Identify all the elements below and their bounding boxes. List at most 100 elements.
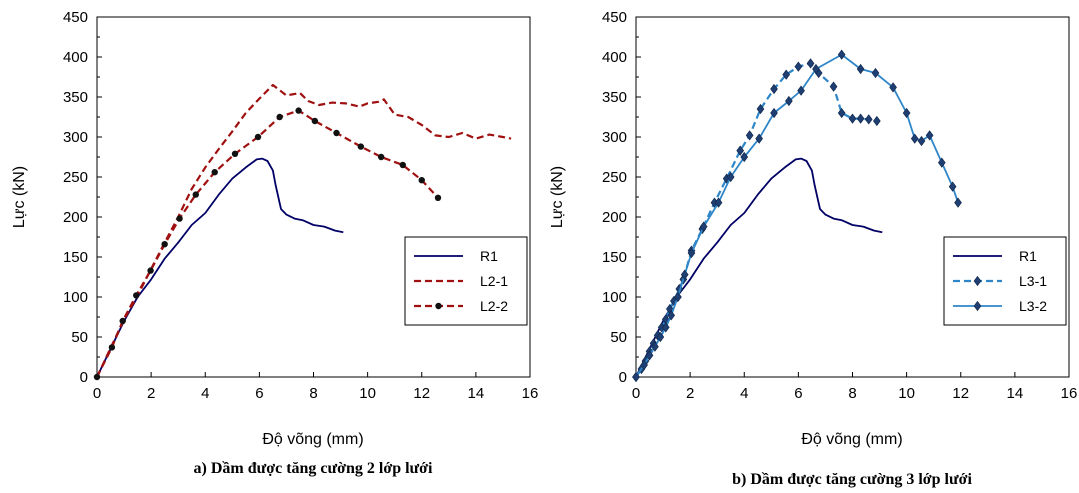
panel-b-point-l3-1 [745, 130, 754, 141]
panel-b-point-l3-2 [812, 63, 820, 75]
panel-a-point-l2-2 [295, 107, 302, 114]
panel-b-series-l3-2 [632, 49, 962, 383]
panel-b-point-l3-2 [770, 107, 778, 119]
panel-b-point-l3-2 [726, 171, 735, 183]
panel-a-point-l2-2 [357, 143, 365, 150]
panel-b-point-l3-2 [699, 221, 708, 232]
panel-b-series-r1 [635, 157, 883, 378]
panel-b-ytick-label: 300 [602, 129, 627, 146]
panel-a-xtick-label: 12 [413, 385, 430, 402]
panel-a-xtick-label: 0 [93, 385, 101, 402]
panel-b-point-l3-1 [837, 107, 846, 119]
panel-b-xtick-label: 0 [632, 385, 640, 402]
panel-b-point-l3-2 [656, 331, 665, 343]
panel-b-point-l3-2 [785, 95, 793, 107]
panel-b-point-l3-1 [856, 113, 865, 124]
panel-b-point-l3-2 [755, 133, 763, 144]
panel-b-point-l3-2 [856, 63, 865, 75]
panel-a-ylabel: Lực (kN) [11, 166, 28, 228]
panel-b-xtick-label: 12 [952, 385, 969, 402]
panel-b-point-l3-2 [640, 359, 648, 371]
panel-a-legend-box [404, 236, 528, 326]
panel-b-point-l3-2 [910, 133, 919, 144]
panel-b-ytick-label: 450 [602, 9, 627, 26]
panel-b-point-l3-1 [756, 103, 765, 115]
panel-b-point-l3-2 [889, 82, 897, 93]
panel-a-point-l2-2 [276, 113, 283, 121]
panel-a-xlabel: Độ võng (mm) [262, 431, 363, 448]
panel-b-point-l3-1 [806, 58, 815, 69]
panel-b-point-l3-2 [645, 350, 654, 361]
panel-a-xtick-label: 10 [359, 385, 376, 402]
panel-a-point-l2-2 [133, 292, 140, 299]
panel-b-ytick-label: 400 [602, 49, 627, 66]
panel-a-xtick-label: 2 [147, 385, 155, 402]
panel-a-series-l2-1 [96, 83, 512, 378]
panel-a-legend-label-l2-2: L2-2 [480, 298, 508, 314]
panel-b-ytick-label: 250 [602, 169, 627, 186]
panel-b-point-l3-1 [873, 115, 881, 127]
panel-a-xtick-label: 14 [468, 385, 485, 402]
panel-b-point-l3-2 [937, 157, 946, 168]
panel-b-point-l3-2 [871, 67, 880, 79]
panel-b-xtick-label: 2 [686, 385, 694, 402]
panel-b-point-l3-1 [794, 61, 803, 72]
panel-a-point-l2-2 [311, 117, 319, 125]
panel-b-point-l3-2 [954, 197, 962, 208]
panel-b-point-l3-2 [917, 135, 926, 147]
panel-b-ytick-label: 100 [602, 289, 627, 306]
panel-a-xtick-label: 8 [309, 385, 317, 402]
panel-a-ytick-label: 400 [63, 49, 88, 66]
panel-a: Lực (kN) Độ võng (mm) a) Dầm được tăng c… [11, 9, 538, 477]
panel-a-xtick-label: 16 [522, 385, 539, 402]
panel-b-ytick-label: 200 [602, 209, 627, 226]
panel-b-legend: R1 L3-1 L3-2 [943, 236, 1067, 326]
panel-b-point-l3-1 [848, 113, 857, 124]
panel-b-point-l3-2 [680, 269, 689, 280]
panel-b-point-l3-2 [837, 49, 846, 60]
panel-a-ytick-label: 150 [63, 249, 88, 266]
panel-b-point-l3-2 [632, 371, 640, 383]
panel-b-point-l3-2 [674, 291, 682, 303]
panel-b-legend-marker-l3-2 [973, 300, 982, 312]
panel-b-ytick-label: 50 [610, 329, 627, 346]
panel-b-point-l3-2 [651, 341, 659, 352]
panel-b-point-l3-2 [925, 130, 934, 141]
panel-a-point-l2-2 [254, 133, 262, 141]
panel-b-xtick-label: 8 [848, 385, 856, 402]
panel-b-legend-label-r1: R1 [1019, 248, 1037, 264]
panel-b-ytick-label: 350 [602, 89, 627, 106]
panel-b-xtick-label: 4 [740, 385, 748, 402]
panel-a-ytick-label: 50 [71, 329, 88, 346]
panel-b: Lực (kN) Độ võng (mm) b) Dầm được tăng c… [549, 9, 1077, 488]
panel-a-ytick-label: 450 [63, 9, 88, 26]
panel-b-legend-marker-l3-1 [973, 275, 982, 287]
panel-a-caption: a) Dầm được tăng cường 2 lớp lưới [194, 460, 433, 477]
panel-a-ytick-label: 250 [63, 169, 88, 186]
panel-b-legend-box [943, 236, 1067, 326]
panel-a-point-l2-2 [147, 267, 154, 274]
panel-a-ytick-label: 0 [80, 369, 88, 386]
panel-b-xtick-label: 16 [1061, 385, 1078, 402]
panel-a-legend: R1 L2-1 L2-2 [404, 236, 528, 326]
panel-a-point-l2-2 [333, 129, 340, 137]
panel-a-point-l2-2 [161, 241, 168, 248]
panel-b-point-l3-2 [797, 85, 805, 96]
panel-b-ytick-label: 150 [602, 249, 627, 266]
panel-b-line-l3-2 [635, 53, 959, 378]
panel-a-point-l2-2 [108, 344, 116, 351]
panel-b-caption: b) Dầm được tăng cường 3 lớp lưới [732, 471, 972, 488]
panel-b-point-l3-1 [770, 83, 778, 95]
panel-b-point-l3-1 [782, 69, 791, 80]
panel-b-xtick-label: 6 [794, 385, 802, 402]
panel-b-xtick-label: 14 [1007, 385, 1024, 402]
panel-b-point-l3-2 [714, 197, 723, 208]
panel-b-xlabel: Độ võng (mm) [801, 431, 902, 448]
panel-a-ytick-label: 200 [63, 209, 88, 226]
panel-b-point-l3-2 [667, 310, 676, 321]
panel-b-xtick-label: 10 [898, 385, 915, 402]
panel-b-point-l3-2 [687, 247, 696, 259]
panel-a-point-l2-2 [434, 194, 442, 201]
panel-a-point-l2-2 [119, 317, 126, 325]
